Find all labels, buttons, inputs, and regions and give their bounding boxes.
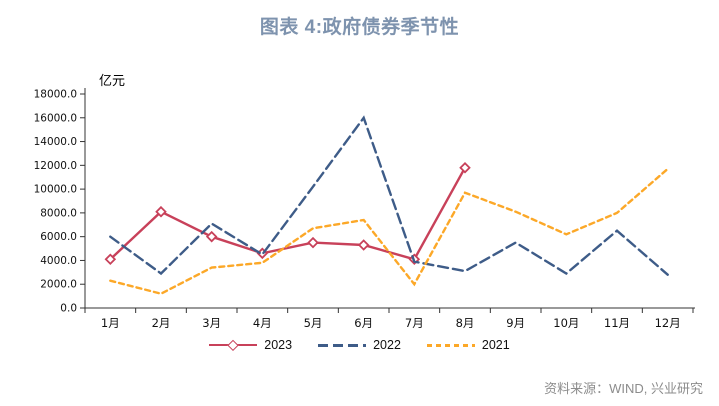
legend-label-2021: 2021 [481,338,510,352]
series-marker-2023 [155,205,167,218]
x-axis-tick-label: 3月 [202,316,221,330]
series-marker-2023 [459,161,471,174]
series-line-2021 [109,167,669,295]
y-axis-tick-label: 10000.0 [34,184,77,196]
series-marker-2023 [357,239,370,251]
x-axis-tick-label: 12月 [655,316,681,330]
series-marker-2023 [104,253,117,266]
legend: 2023 2022 2021 [0,338,719,352]
series-marker-2023 [307,236,319,249]
legend-item-2021: 2021 [426,338,510,352]
y-axis-tick-label: 6000.0 [40,231,77,243]
x-axis-tick-label: 6月 [354,316,373,330]
x-axis-tick-label: 8月 [456,316,475,330]
y-axis-tick-label: 4000.0 [40,255,77,267]
legend-label-2022: 2022 [373,338,401,352]
source-note: 资料来源：WIND, 兴业研究 [544,381,703,396]
legend-line-2021-icon [426,343,475,347]
x-axis-tick-label: 2月 [152,316,171,330]
chart-title: 图表 4:政府债券季节性 [259,17,460,38]
x-axis-tick-label: 9月 [506,316,525,330]
y-axis-tick-label: 16000.0 [34,112,77,124]
y-axis-tick-label: 14000.0 [34,136,77,148]
y-axis-tick-label: 18000.0 [34,89,77,101]
legend-item-2023: 2023 [209,338,292,352]
y-axis-tick-label: 0.0 [60,303,77,315]
x-axis-tick-label: 5月 [304,316,323,330]
y-axis-tick-label: 8000.0 [40,207,77,219]
legend-label-2023: 2023 [264,338,293,352]
series-line-2023 [109,166,467,261]
y-axis-unit-label: 亿元 [99,73,126,88]
x-axis-tick-label: 4月 [253,316,272,330]
x-axis-tick-label: 11月 [604,316,630,330]
series-line-2022 [109,115,669,276]
legend-item-2022: 2022 [318,338,401,352]
series-marker-2023 [205,230,218,243]
y-axis-tick-label: 2000.0 [40,279,77,291]
legend-line-2023-icon [209,339,258,351]
legend-line-2022-icon [318,343,367,347]
x-axis-tick-label: 7月 [405,316,424,330]
x-axis-tick-label: 10月 [553,316,579,330]
x-axis-tick-label: 1月 [101,316,120,330]
y-axis-tick-label: 12000.0 [34,160,77,172]
diamond-marker-icon [227,339,239,351]
